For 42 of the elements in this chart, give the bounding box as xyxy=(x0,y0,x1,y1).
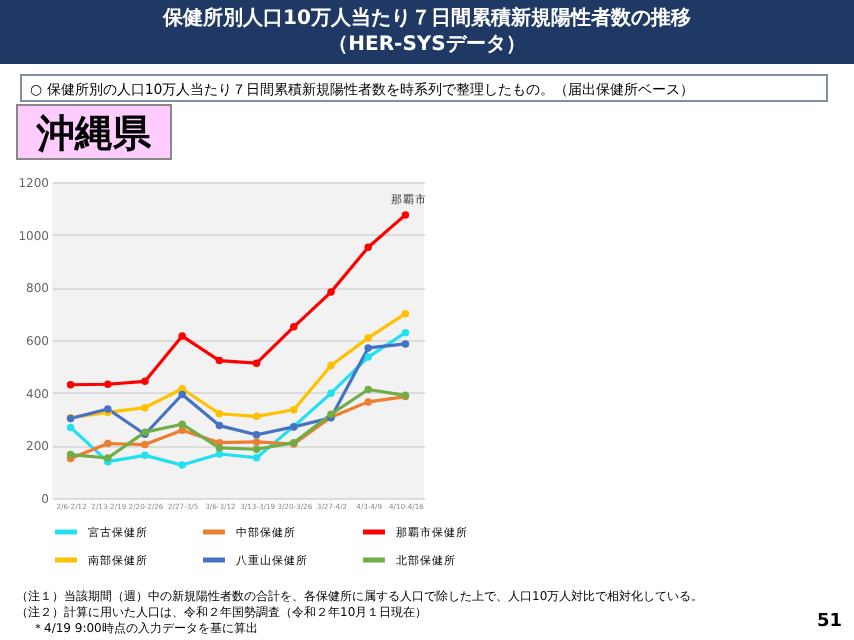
point xyxy=(401,328,410,337)
point xyxy=(401,211,410,219)
point xyxy=(252,412,261,421)
point xyxy=(178,332,186,340)
point xyxy=(104,380,112,388)
point xyxy=(252,445,261,454)
chart-title: 保健所別人口10万人当たり７日間累積新規陽性者数の推移（HER-SYSデータ） xyxy=(0,0,854,64)
point xyxy=(215,356,224,365)
point xyxy=(290,323,298,331)
point xyxy=(327,361,335,370)
point xyxy=(178,461,186,469)
point xyxy=(252,438,261,446)
point xyxy=(104,439,112,448)
point xyxy=(178,420,186,428)
point xyxy=(215,450,224,458)
point xyxy=(364,398,372,406)
point xyxy=(364,353,372,361)
text: 沖縄県 xyxy=(16,104,172,160)
point xyxy=(141,440,149,449)
point xyxy=(252,431,261,439)
point xyxy=(364,334,372,342)
point xyxy=(178,426,186,435)
point xyxy=(327,389,335,397)
point xyxy=(252,359,261,367)
text: 51 xyxy=(816,612,842,632)
point xyxy=(141,377,149,386)
point xyxy=(364,385,372,394)
point xyxy=(66,381,75,389)
point xyxy=(178,390,186,399)
point xyxy=(141,451,149,460)
point xyxy=(215,444,224,452)
point xyxy=(401,309,410,318)
point xyxy=(252,453,261,462)
point xyxy=(401,340,410,348)
point xyxy=(364,344,372,352)
point xyxy=(66,423,75,432)
point xyxy=(215,421,224,430)
point xyxy=(364,243,372,252)
point xyxy=(290,406,298,414)
point xyxy=(215,410,224,418)
point xyxy=(141,403,149,412)
point xyxy=(327,288,335,296)
